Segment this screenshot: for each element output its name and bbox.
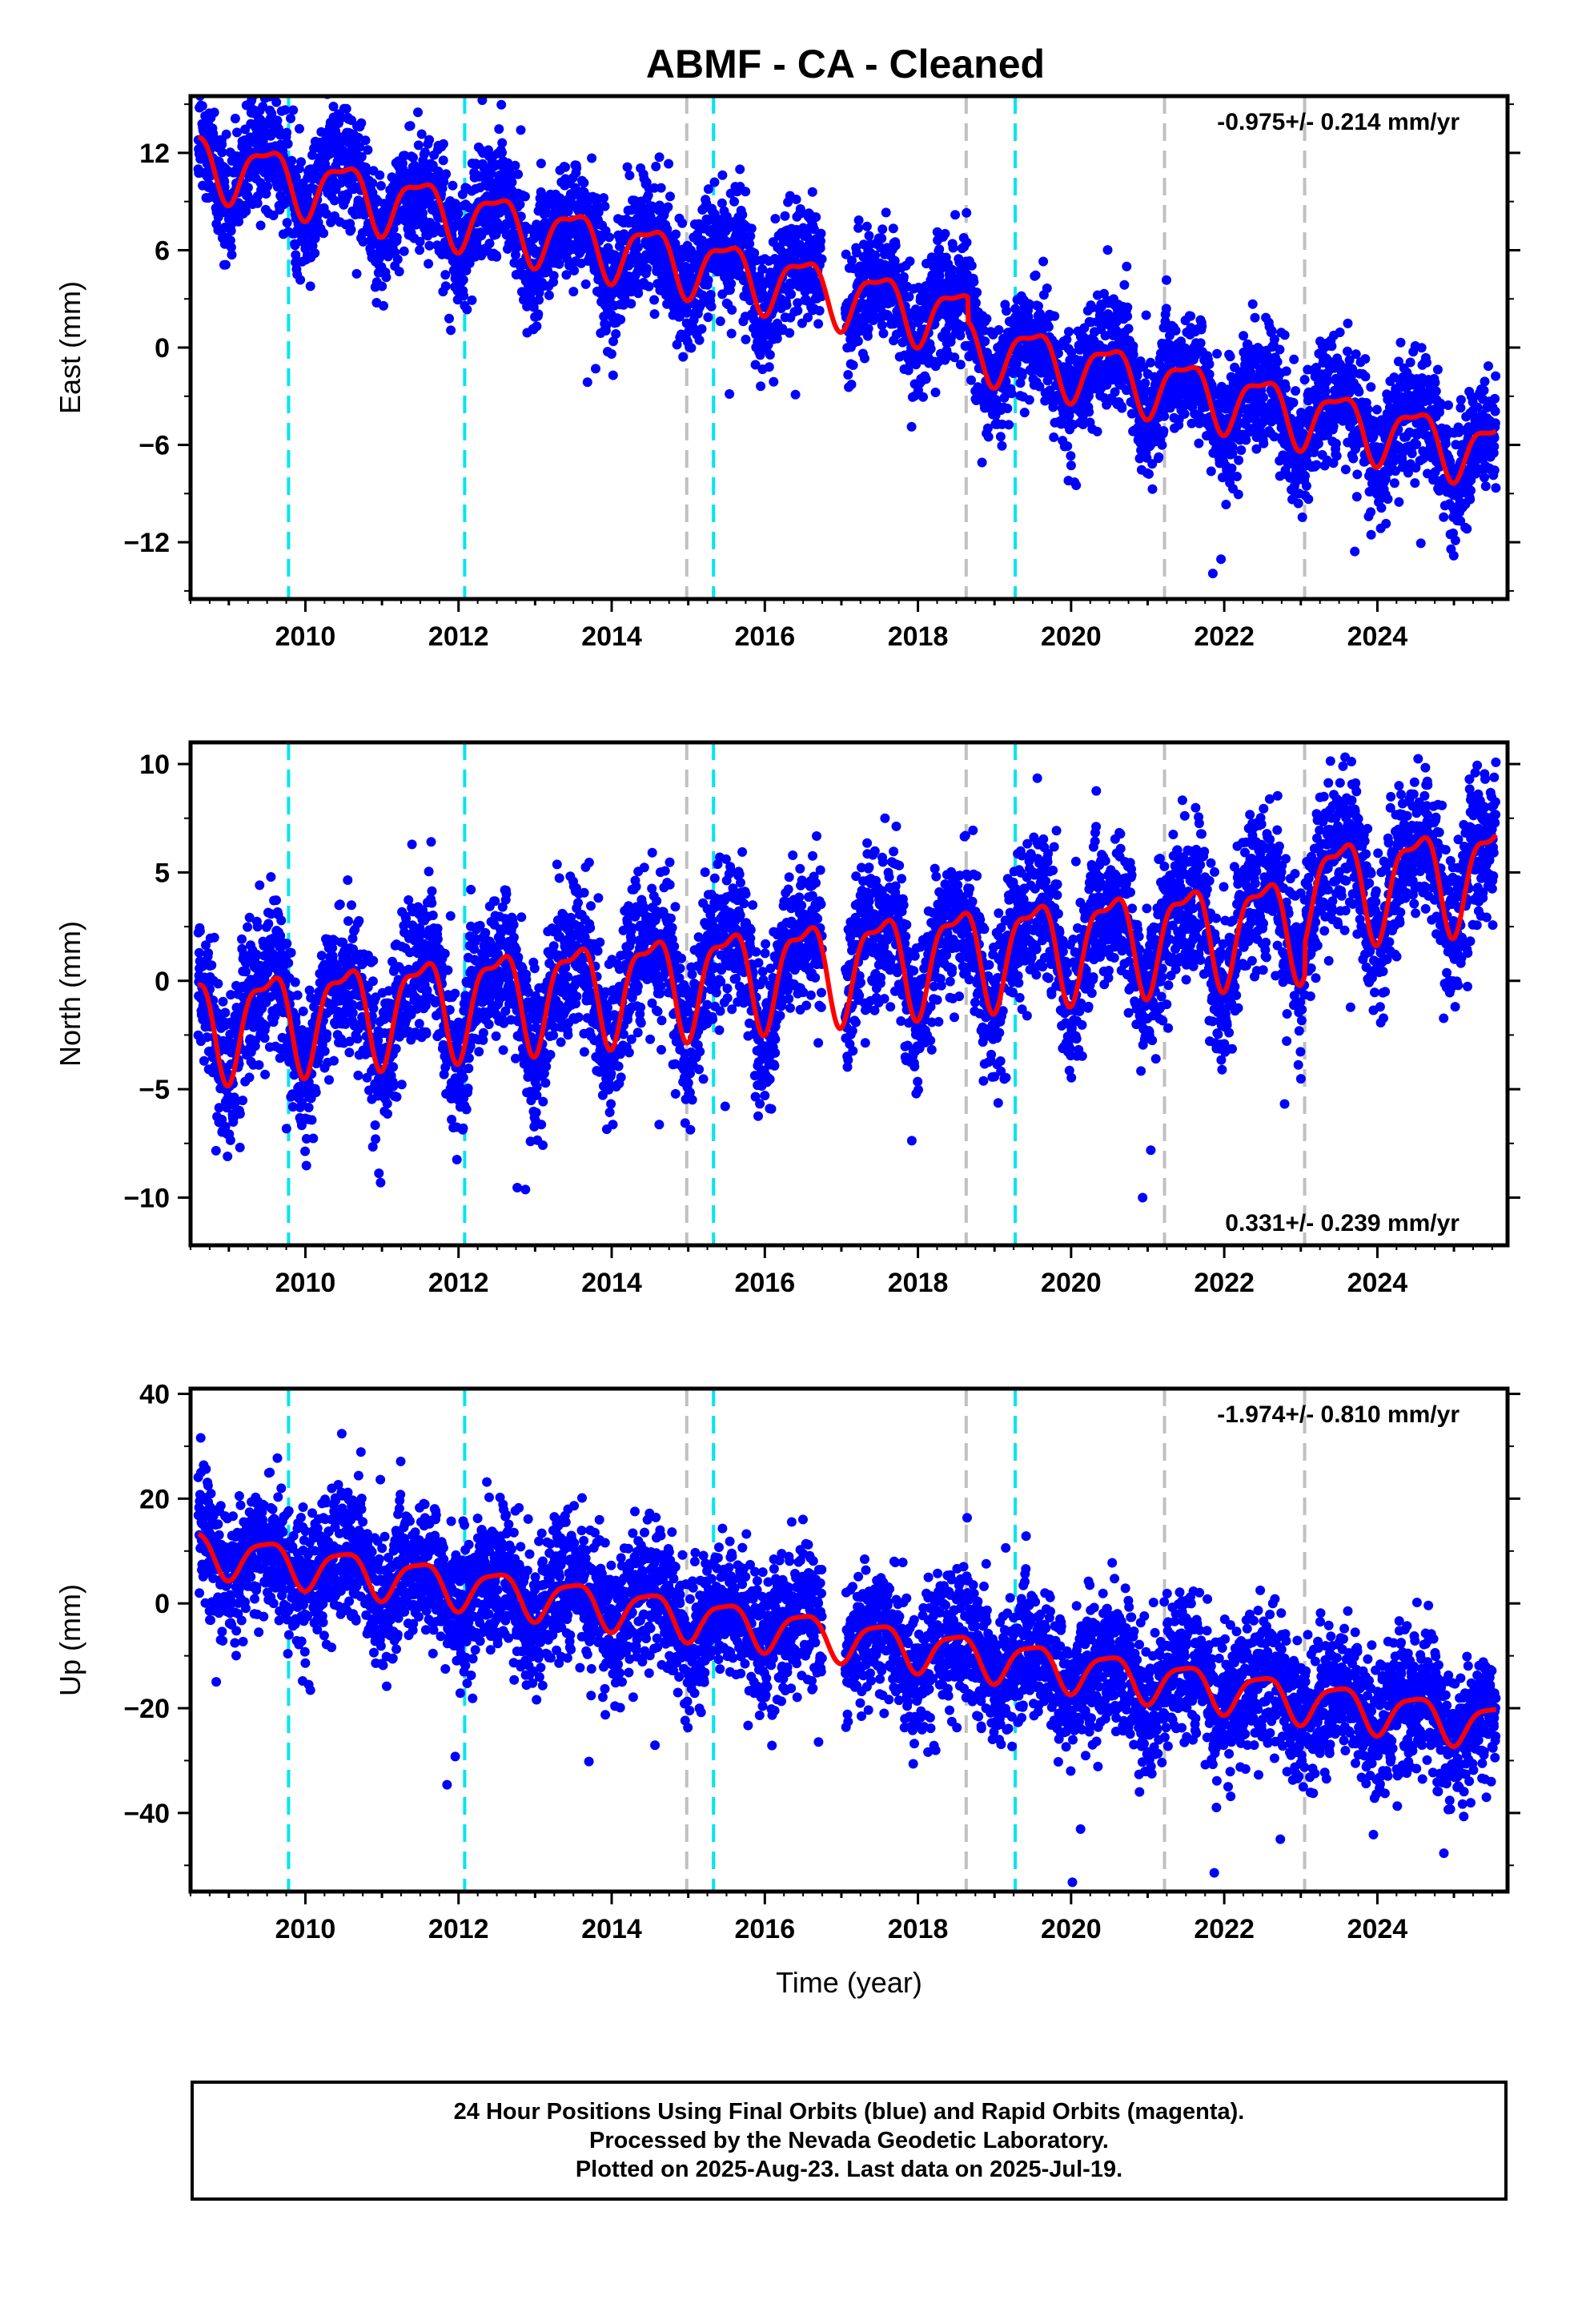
- x-tick-label: 2024: [1347, 1914, 1408, 1944]
- x-tick-label: 2014: [581, 621, 642, 652]
- y-axis-label: North (mm): [54, 921, 86, 1067]
- x-tick-label: 2020: [1041, 621, 1102, 652]
- x-tick-label: 2022: [1194, 1268, 1255, 1298]
- x-tick-label: 2016: [734, 1268, 795, 1298]
- x-tick-label: 2010: [275, 1268, 336, 1298]
- x-tick-label: 2018: [888, 621, 949, 652]
- x-tick-label: 2018: [888, 1268, 949, 1298]
- footer-line-2: Processed by the Nevada Geodetic Laborat…: [589, 2126, 1109, 2155]
- x-tick-label: 2012: [428, 621, 489, 652]
- x-tick-label: 2016: [734, 1914, 795, 1944]
- y-tick-label: −12: [123, 528, 170, 558]
- y-tick-label: 5: [155, 858, 170, 888]
- y-axis-label: Up (mm): [54, 1584, 86, 1696]
- y-tick-label: 0: [155, 333, 170, 364]
- y-tick-label: 0: [155, 1589, 170, 1619]
- y-tick-label: 12: [139, 139, 170, 169]
- x-axis-label: Time (year): [776, 1966, 922, 1999]
- x-tick-label: 2014: [581, 1914, 642, 1944]
- y-axis-label: East (mm): [54, 281, 86, 414]
- y-tick-label: 40: [139, 1380, 170, 1410]
- x-tick-label: 2010: [275, 1914, 336, 1944]
- x-tick-label: 2024: [1347, 1268, 1408, 1298]
- x-tick-label: 2012: [428, 1914, 489, 1944]
- y-tick-label: 6: [155, 235, 170, 266]
- x-tick-label: 2014: [581, 1268, 642, 1298]
- x-tick-label: 2020: [1041, 1914, 1102, 1944]
- x-tick-label: 2018: [888, 1914, 949, 1944]
- velocity-label: -0.975+/- 0.214 mm/yr: [1217, 109, 1460, 135]
- footer-line-3: Plotted on 2025-Aug-23. Last data on 202…: [576, 2155, 1122, 2184]
- y-tick-label: 0: [155, 967, 170, 997]
- panel-east: 12 6 0 −6 −12 2010 2012 2014 2016 2018 2020 2022 202…: [54, 46, 1520, 652]
- x-tick-label: 2012: [428, 1268, 489, 1298]
- footer-caption-box: 24 Hour Positions Using Final Orbits (bl…: [191, 2081, 1508, 2201]
- x-tick-label: 2022: [1194, 1914, 1255, 1944]
- panel-north: 10 5 0 −5 −10 2010 2012 2014 2016 2018 2020 2022 202…: [54, 733, 1520, 1298]
- y-tick-label: −40: [123, 1799, 170, 1829]
- y-tick-label: 10: [139, 750, 170, 780]
- x-tick-label: 2022: [1194, 621, 1255, 652]
- x-tick-label: 2024: [1347, 621, 1408, 652]
- y-tick-label: −10: [123, 1183, 170, 1213]
- velocity-label: -1.974+/- 0.810 mm/yr: [1217, 1401, 1460, 1428]
- x-tick-label: 2016: [734, 621, 795, 652]
- y-tick-label: −5: [139, 1075, 170, 1105]
- y-tick-label: 20: [139, 1484, 170, 1514]
- y-tick-label: −20: [123, 1694, 170, 1724]
- y-tick-label: −6: [139, 431, 170, 461]
- velocity-label: 0.331+/- 0.239 mm/yr: [1225, 1210, 1460, 1236]
- footer-line-1: 24 Hour Positions Using Final Orbits (bl…: [454, 2097, 1245, 2126]
- panel-up: 40 20 0 −20 −40 2010 2012 2014 2016 2018 2020 2022 2…: [54, 1380, 1520, 1999]
- x-tick-label: 2010: [275, 621, 336, 652]
- figure-title: ABMF - CA - Cleaned: [646, 42, 1045, 86]
- x-tick-label: 2020: [1041, 1268, 1102, 1298]
